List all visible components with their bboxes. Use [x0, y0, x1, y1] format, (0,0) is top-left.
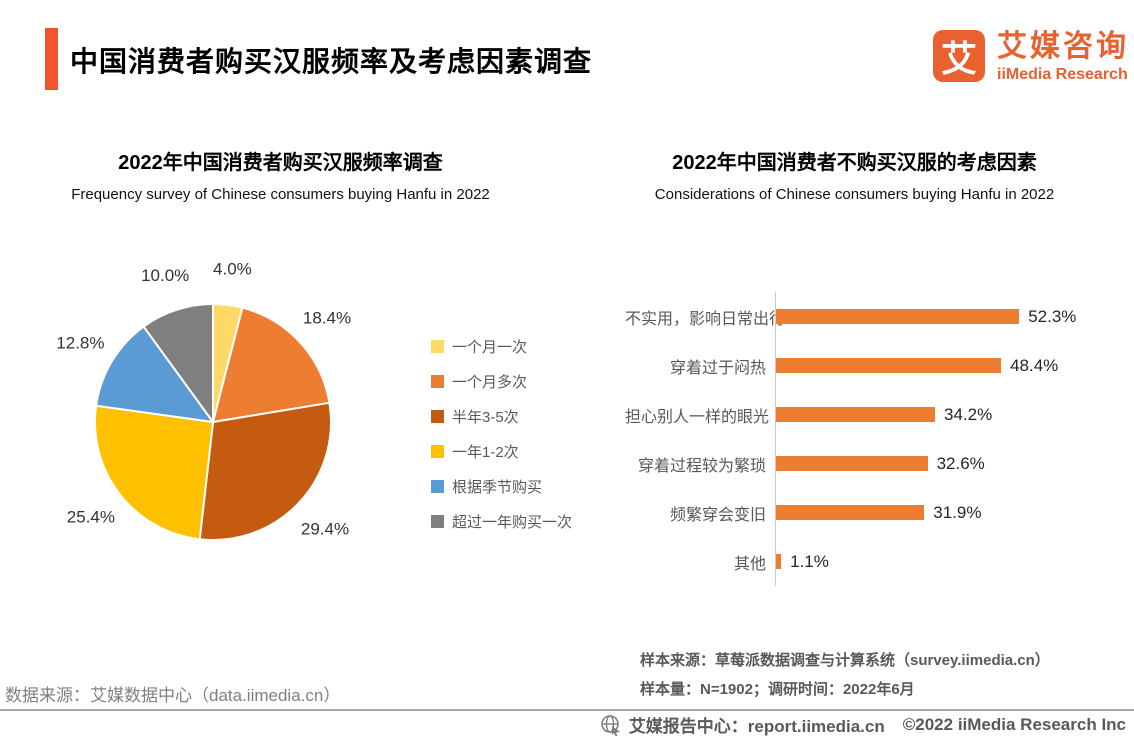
legend-swatch-icon: [431, 445, 444, 458]
pie-slice-1: [212, 306, 331, 423]
legend-label: 半年3-5次: [452, 409, 519, 426]
bar-value-label: 31.9%: [933, 502, 982, 522]
bar-track: 32.6%: [775, 439, 1130, 488]
pie-value-label-0: 4.0%: [213, 260, 252, 279]
bar-row-3: 穿着过程较为繁琐 32.6%: [625, 439, 1130, 488]
footer-copyright: ©2022 iiMedia Research Inc: [902, 714, 1126, 734]
bar-fill: [776, 554, 782, 569]
pie-slice-4: [95, 325, 214, 423]
bar-chart-title: 2022年中国消费者不购买汉服的考虑因素: [672, 152, 1037, 174]
bar-category-label: 穿着过程较为繁琐: [637, 457, 766, 475]
page-title: 中国消费者购买汉服频率及考虑因素调查: [70, 46, 593, 77]
legend-item-0: 一个月一次: [431, 329, 572, 364]
bar-category-label: 不实用，影响日常出行: [625, 310, 786, 328]
bar-fill: [776, 407, 935, 422]
legend-item-2: 半年3-5次: [431, 399, 572, 434]
bar-value-label: 48.4%: [1010, 355, 1059, 375]
bar-chart: 不实用，影响日常出行 52.3% 穿着过于闷热 48.4% 担心别人一样的眼光 34.2%…: [625, 292, 1130, 586]
bar-category-label: 其他: [733, 555, 766, 573]
pie-chart-header: 2022年中国消费者购买汉服频率调查 Frequency survey of C…: [28, 146, 533, 203]
bar-track: 52.3%: [775, 292, 1130, 341]
pie-value-label-5: 10.0%: [141, 266, 189, 285]
bar-value-label: 34.2%: [944, 404, 993, 424]
legend-label: 一个月一次: [452, 339, 528, 356]
pie-chart-svg: 4.0% 18.4% 29.4% 25.4% 12.8% 10.0%: [56, 260, 351, 541]
bar-category-label: 频繁穿会变旧: [669, 506, 766, 524]
title-accent-bar: [45, 28, 58, 90]
bar-row-2: 担心别人一样的眼光 34.2%: [625, 390, 1130, 439]
pie-value-label-3: 25.4%: [67, 508, 115, 527]
pie-slice-5: [142, 303, 214, 423]
bar-value-label: 32.6%: [936, 453, 985, 473]
pie-legend: 一个月一次一个月多次半年3-5次 一年1-2次根据季节购买超过一年购买一次: [431, 329, 572, 539]
iimedia-logo-icon: 艾: [933, 30, 985, 82]
pie-value-label-1: 18.4%: [303, 309, 351, 328]
bar-track: 48.4%: [775, 341, 1130, 390]
bar-fill: [776, 505, 925, 520]
bar-track: 34.2%: [775, 390, 1130, 439]
bar-fill: [776, 358, 1002, 373]
footer-report-center: 艾媒报告中心：report.iimedia.cn: [628, 717, 885, 736]
legend-swatch-icon: [431, 340, 444, 353]
bar-chart-header: 2022年中国消费者不购买汉服的考虑因素 Considerations of C…: [602, 146, 1107, 203]
footer-divider: [0, 709, 1134, 711]
legend-swatch-icon: [431, 375, 444, 388]
bar-category-label: 担心别人一样的眼光: [625, 408, 770, 426]
bar-fill: [776, 309, 1020, 324]
bar-chart-subtitle: Considerations of Chinese consumers buyi…: [654, 186, 1055, 203]
legend-label: 超过一年购买一次: [452, 514, 573, 531]
bar-value-label: 52.3%: [1028, 306, 1077, 326]
legend-label: 根据季节购买: [452, 479, 543, 496]
legend-swatch-icon: [431, 515, 444, 528]
bar-row-5: 其他 1.1%: [625, 537, 1130, 586]
sample-source-note: 样本来源：草莓派数据调查与计算系统（survey.iimedia.cn）: [640, 652, 1050, 669]
pie-value-label-2: 29.4%: [301, 520, 349, 539]
bar-fill: [776, 456, 928, 471]
logo-name-en: iiMedia Research: [997, 66, 1128, 83]
pie-chart-subtitle: Frequency survey of Chinese consumers bu…: [71, 186, 490, 203]
bar-value-label: 1.1%: [790, 551, 829, 571]
bar-row-0: 不实用，影响日常出行 52.3%: [625, 292, 1130, 341]
iimedia-logo: 艾 艾媒咨询 iiMedia Research: [933, 30, 1129, 84]
legend-label: 一个月多次: [452, 374, 528, 391]
legend-item-5: 超过一年购买一次: [431, 504, 572, 539]
pie-value-label-4: 12.8%: [56, 334, 104, 353]
bar-row-4: 频繁穿会变旧 31.9%: [625, 488, 1130, 537]
legend-item-4: 根据季节购买: [431, 469, 572, 504]
pie-slice-2: [198, 401, 332, 541]
sample-size-note: 样本量：N=1902；调研时间：2022年6月: [640, 681, 915, 698]
legend-item-3: 一年1-2次: [431, 434, 572, 469]
logo-text: 艾媒咨询 iiMedia Research: [997, 30, 1129, 84]
sample-notes: 样本来源：草莓派数据调查与计算系统（survey.iimedia.cn） 样本量…: [640, 646, 1050, 704]
report-globe-icon: [600, 714, 620, 736]
pie-slice-3: [94, 404, 214, 541]
logo-name-cn: 艾媒咨询: [997, 30, 1129, 63]
bar-category-label: 穿着过于闷热: [669, 359, 766, 377]
legend-swatch-icon: [431, 410, 444, 423]
bar-track: 31.9%: [775, 488, 1130, 537]
footer: 艾媒报告中心：report.iimedia.cn ©2022 iiMedia R…: [600, 712, 1126, 737]
legend-item-1: 一个月多次: [431, 364, 572, 399]
pie-chart: 4.0% 18.4% 29.4% 25.4% 12.8% 10.0%: [20, 255, 440, 590]
legend-swatch-icon: [431, 480, 444, 493]
legend-label: 一年1-2次: [452, 444, 519, 461]
bar-track: 1.1%: [775, 537, 1130, 586]
bar-row-1: 穿着过于闷热 48.4%: [625, 341, 1130, 390]
data-source-note: 数据来源：艾媒数据中心（data.iimedia.cn）: [5, 686, 341, 705]
pie-chart-title: 2022年中国消费者购买汉服频率调查: [118, 152, 443, 174]
